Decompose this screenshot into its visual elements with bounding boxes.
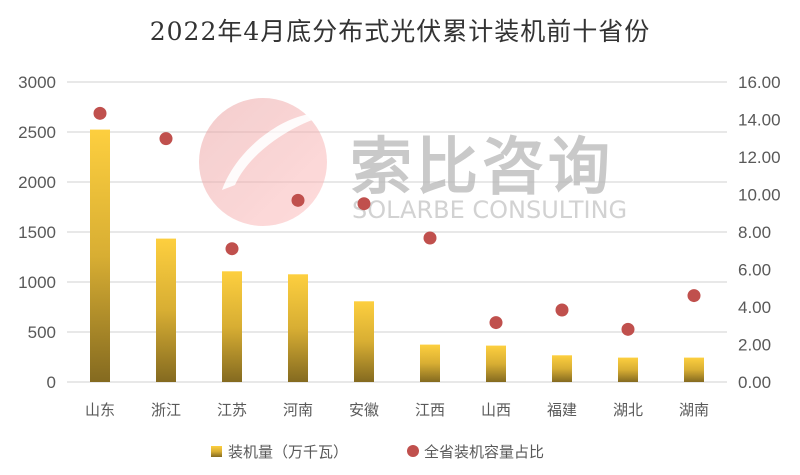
bar (552, 355, 572, 382)
chart-title: 2022年4月底分布式光伏累计装机前十省份 (149, 17, 651, 46)
scatter-point (291, 193, 305, 207)
legend-label-bar: 装机量（万千瓦） (228, 443, 348, 461)
scatter-point (621, 322, 635, 336)
y2-tick-label: 10.00 (738, 186, 781, 205)
bar (486, 345, 506, 382)
x-tick-label: 山西 (481, 401, 511, 419)
svg-text:索比咨询: 索比咨询 (350, 130, 614, 203)
bar (618, 357, 638, 382)
y2-tick-label: 4.00 (738, 298, 771, 317)
bar (420, 344, 440, 382)
legend-dot-swatch (407, 445, 419, 457)
scatter-point (489, 316, 503, 330)
bar (288, 274, 308, 382)
legend: 装机量（万千瓦） 全省装机容量占比 (211, 443, 544, 461)
y2-tick-label: 14.00 (738, 111, 781, 130)
y-tick-label: 1500 (18, 223, 56, 242)
x-tick-label: 浙江 (151, 401, 181, 419)
x-tick-label: 山东 (85, 401, 115, 419)
y2-tick-label: 12.00 (738, 148, 781, 167)
legend-label-scatter: 全省装机容量占比 (424, 443, 544, 461)
y2-tick-label: 8.00 (738, 223, 771, 242)
y-tick-label: 2500 (18, 123, 56, 142)
y2-tick-label: 0.00 (738, 373, 771, 392)
x-tick-label: 河南 (283, 401, 313, 419)
scatter-point (93, 106, 107, 120)
x-tick-label: 福建 (547, 401, 577, 419)
y-tick-label: 500 (28, 323, 56, 342)
y-tick-label: 1000 (18, 273, 56, 292)
scatter-point (555, 303, 569, 317)
bar (354, 301, 374, 382)
y2-tick-label: 6.00 (738, 261, 771, 280)
legend-bar-swatch (211, 446, 222, 457)
y-tick-label: 2000 (18, 173, 56, 192)
scatter-point (159, 132, 173, 146)
y-tick-label: 0 (47, 373, 56, 392)
x-tick-label: 湖北 (613, 401, 643, 419)
x-tick-label: 江苏 (217, 401, 247, 419)
x-tick-label: 江西 (415, 401, 445, 419)
svg-text:SOLARBE CONSULTING: SOLARBE CONSULTING (352, 196, 627, 224)
solarbe-watermark-logo: 索比咨询 SOLARBE CONSULTING (199, 98, 627, 226)
y2-tick-label: 2.00 (738, 336, 771, 355)
scatter-point (357, 197, 371, 211)
x-tick-label: 安徽 (349, 401, 379, 419)
scatter-point (423, 231, 437, 245)
bar (90, 129, 110, 382)
bar (222, 271, 242, 382)
y-tick-label: 3000 (18, 73, 56, 92)
scatter-point (225, 242, 239, 256)
y2-tick-label: 16.00 (738, 73, 781, 92)
scatter-point (687, 289, 701, 303)
bar (156, 238, 176, 382)
x-tick-label: 湖南 (679, 401, 709, 419)
bar (684, 357, 704, 382)
